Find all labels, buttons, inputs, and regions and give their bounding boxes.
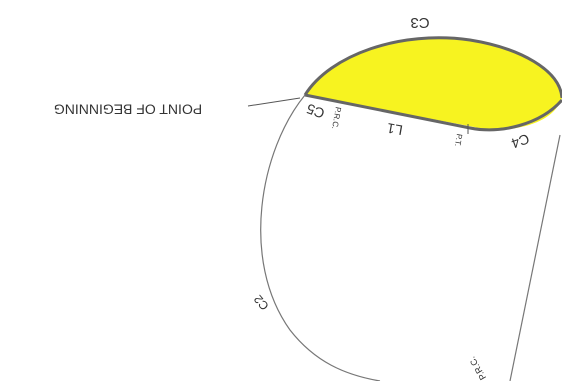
curve-c2 xyxy=(260,94,381,381)
boundary-line xyxy=(509,134,561,381)
leader-line xyxy=(247,97,301,107)
label-prc-top: P.R.C. xyxy=(330,106,343,130)
label-c4: C4 xyxy=(509,131,531,152)
label-c5: C5 xyxy=(304,101,326,122)
line-l1 xyxy=(304,93,562,132)
label-point-of-beginning: POINT OF BEGINNING xyxy=(54,101,202,117)
label-l1: L1 xyxy=(386,120,404,138)
curve-c3 xyxy=(303,36,562,99)
label-c3: C3 xyxy=(410,14,429,31)
label-pt: P.T. xyxy=(453,133,464,147)
